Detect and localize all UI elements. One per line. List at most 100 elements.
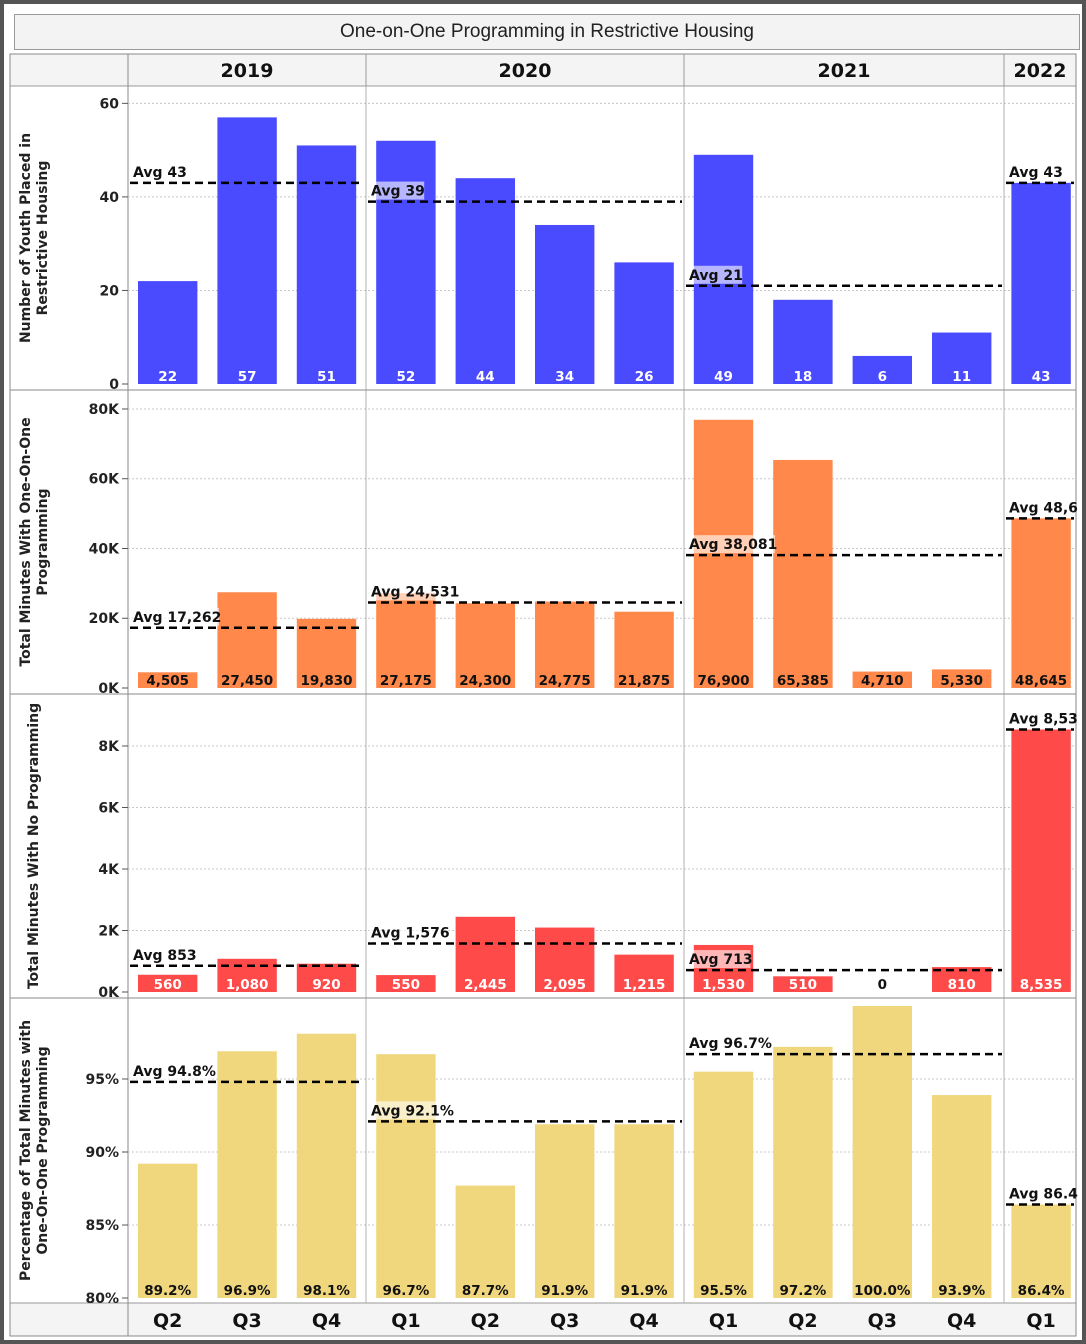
quarter-label: Q3 xyxy=(232,1310,261,1332)
bar[interactable] xyxy=(138,1163,198,1298)
bar[interactable] xyxy=(852,1006,912,1298)
bar[interactable] xyxy=(138,281,198,384)
bar[interactable] xyxy=(773,459,833,688)
bar[interactable] xyxy=(1011,182,1071,384)
chart-border xyxy=(9,53,1077,1337)
y-tick-label: 0K xyxy=(98,985,120,1001)
data-label: 560 xyxy=(154,977,182,993)
y-tick-label: 20K xyxy=(89,611,120,627)
bar[interactable] xyxy=(535,224,595,384)
average-label-bg xyxy=(1007,498,1075,517)
bar[interactable] xyxy=(217,1051,277,1298)
bar[interactable] xyxy=(1011,518,1071,688)
bar[interactable] xyxy=(932,332,992,384)
bar[interactable] xyxy=(455,603,515,688)
quarter-label: Q4 xyxy=(312,1310,341,1332)
y-axis-title-line: Restrictive Housing xyxy=(35,161,51,316)
bar[interactable] xyxy=(138,672,198,688)
y-tick-label: 85% xyxy=(85,1218,119,1234)
data-label: 91.9% xyxy=(621,1283,668,1299)
average-label: Avg 38,081 xyxy=(689,537,777,553)
bar[interactable] xyxy=(455,178,515,384)
data-label: 65,385 xyxy=(777,673,829,689)
average-label-bg xyxy=(131,945,195,964)
bar[interactable] xyxy=(614,954,674,992)
average-label-bg xyxy=(1007,1184,1075,1203)
bar[interactable] xyxy=(932,1095,992,1298)
bar[interactable] xyxy=(614,611,674,688)
y-axis-title: Percentage of Total Minutes withOne-On-O… xyxy=(18,1020,51,1281)
y-tick-label: 20 xyxy=(100,283,120,299)
data-label: 97.2% xyxy=(779,1283,826,1299)
bar[interactable] xyxy=(932,669,992,688)
y-axis-title-line: Total Minutes With No Programming xyxy=(26,703,42,989)
bar[interactable] xyxy=(693,419,754,688)
data-label: 22 xyxy=(158,369,177,385)
average-label: Avg 713 xyxy=(689,952,753,968)
bar[interactable] xyxy=(376,975,436,992)
bar[interactable] xyxy=(138,974,198,992)
bar[interactable] xyxy=(376,140,436,384)
y-tick-label: 95% xyxy=(85,1072,119,1088)
bar[interactable] xyxy=(693,1071,754,1298)
data-label: 52 xyxy=(397,369,416,385)
data-label: 5,330 xyxy=(940,673,983,689)
data-label: 87.7% xyxy=(462,1283,509,1299)
average-label: Avg 43 xyxy=(1009,165,1063,181)
data-label: 0 xyxy=(878,977,887,993)
bar[interactable] xyxy=(217,958,277,992)
data-label: 86.4% xyxy=(1018,1283,1065,1299)
average-label: Avg 853 xyxy=(133,948,197,964)
data-label: 96.7% xyxy=(382,1283,429,1299)
y-axis-title: Total Minutes With One-On-OneProgramming xyxy=(18,417,51,666)
y-tick-label: 60 xyxy=(100,96,120,112)
data-label: 24,775 xyxy=(539,673,591,689)
y-tick-label: 0K xyxy=(98,681,120,697)
bar[interactable] xyxy=(296,145,357,384)
data-label: 89.2% xyxy=(144,1283,191,1299)
bar[interactable] xyxy=(614,262,674,384)
bar[interactable] xyxy=(455,916,515,992)
bar[interactable] xyxy=(535,927,595,992)
data-label: 91.9% xyxy=(541,1283,588,1299)
data-label: 43 xyxy=(1032,369,1051,385)
bar[interactable] xyxy=(535,1124,595,1298)
y-axis-title-line: One-On-One Programming xyxy=(35,1046,51,1254)
average-label-bg xyxy=(369,582,457,601)
data-label: 1,215 xyxy=(623,977,666,993)
bar[interactable] xyxy=(296,618,357,688)
y-axis-title-line: Number of Youth Placed in xyxy=(18,133,34,343)
quarter-label: Q4 xyxy=(629,1310,658,1332)
bar[interactable] xyxy=(1011,1204,1071,1298)
y-tick-label: 60K xyxy=(89,472,120,488)
bar[interactable] xyxy=(376,1054,436,1298)
quarter-label: Q2 xyxy=(788,1310,817,1332)
bar[interactable] xyxy=(296,963,357,992)
bar[interactable] xyxy=(217,592,277,688)
quarter-label: Q4 xyxy=(947,1310,976,1332)
average-label-bg xyxy=(131,162,187,181)
y-axis-title-line: Percentage of Total Minutes with xyxy=(18,1020,34,1281)
bar[interactable] xyxy=(773,299,833,384)
bar[interactable] xyxy=(773,976,833,992)
average-label: Avg 8,53 xyxy=(1009,712,1078,728)
bar[interactable] xyxy=(455,1185,515,1298)
data-label: 550 xyxy=(392,977,420,993)
bar[interactable] xyxy=(217,117,277,385)
bar[interactable] xyxy=(535,601,595,688)
bar[interactable] xyxy=(852,671,912,688)
bar[interactable] xyxy=(1011,729,1071,992)
bar[interactable] xyxy=(773,1046,833,1298)
data-label: 95.5% xyxy=(700,1283,747,1299)
data-label: 48,645 xyxy=(1015,673,1067,689)
bar[interactable] xyxy=(296,1033,357,1298)
data-label: 4,505 xyxy=(146,673,189,689)
quarter-label: Q1 xyxy=(1026,1310,1055,1332)
bar[interactable] xyxy=(376,593,436,688)
average-label-bg xyxy=(687,265,743,284)
bar[interactable] xyxy=(614,1124,674,1298)
year-header-label: 2021 xyxy=(818,60,871,82)
bar[interactable] xyxy=(852,355,912,384)
average-label-bg xyxy=(369,181,425,200)
